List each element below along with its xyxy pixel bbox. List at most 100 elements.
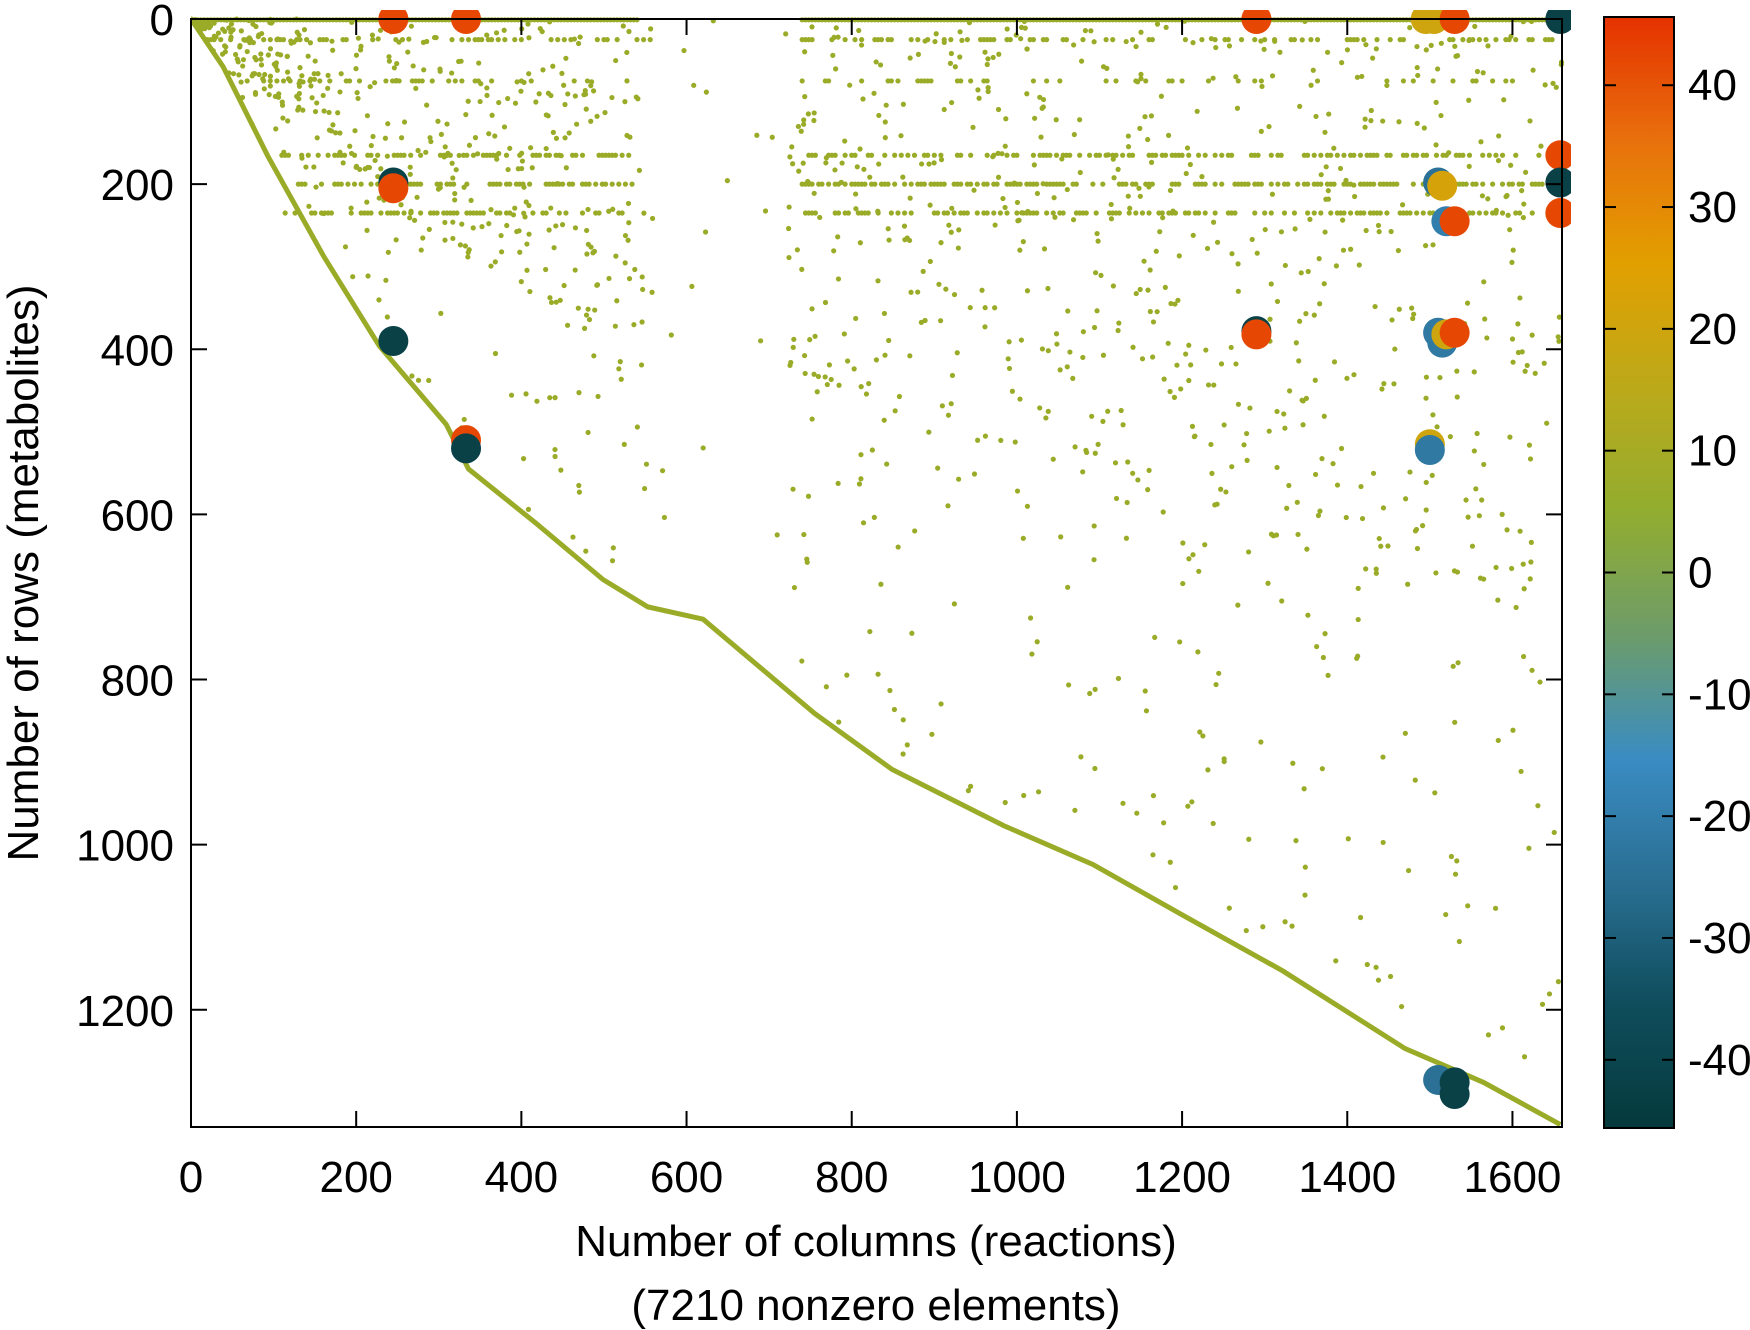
nonzero-point bbox=[1266, 123, 1272, 130]
nonzero-point bbox=[1134, 810, 1140, 816]
nonzero-point bbox=[1472, 23, 1478, 29]
nonzero-point bbox=[1241, 442, 1247, 448]
y-tick-label: 600 bbox=[101, 491, 174, 540]
nonzero-point bbox=[1113, 78, 1119, 84]
nonzero-point bbox=[583, 106, 589, 112]
nonzero-point bbox=[817, 214, 823, 221]
nonzero-point bbox=[1476, 210, 1483, 216]
nonzero-point bbox=[459, 221, 465, 227]
nonzero-point bbox=[1526, 845, 1532, 851]
nonzero-point bbox=[1364, 961, 1370, 968]
nonzero-point bbox=[1278, 229, 1285, 235]
nonzero-point bbox=[240, 57, 247, 63]
nonzero-point bbox=[1235, 288, 1241, 294]
nonzero-point bbox=[982, 305, 988, 311]
nonzero-point bbox=[572, 267, 578, 273]
nonzero-point bbox=[1120, 152, 1126, 158]
nonzero-point bbox=[1294, 499, 1300, 505]
nonzero-point bbox=[1125, 193, 1131, 199]
nonzero-point bbox=[1313, 113, 1319, 120]
nonzero-point bbox=[802, 94, 808, 100]
nonzero-point bbox=[308, 76, 314, 82]
nonzero-point bbox=[1199, 37, 1205, 43]
nonzero-point bbox=[1054, 341, 1060, 347]
nonzero-point bbox=[368, 142, 374, 149]
nonzero-point bbox=[895, 544, 901, 550]
nonzero-point bbox=[307, 40, 314, 46]
nonzero-point bbox=[275, 36, 281, 42]
nonzero-point bbox=[1522, 368, 1528, 374]
nonzero-point bbox=[280, 78, 287, 84]
nonzero-point bbox=[285, 76, 292, 82]
nonzero-point bbox=[1404, 152, 1410, 158]
nonzero-point bbox=[702, 229, 709, 235]
nonzero-point bbox=[211, 20, 217, 26]
nonzero-point bbox=[1314, 78, 1321, 84]
nonzero-point bbox=[831, 34, 837, 40]
nonzero-point bbox=[1235, 78, 1241, 84]
nonzero-point bbox=[281, 149, 287, 155]
nonzero-point bbox=[540, 67, 546, 73]
nonzero-point bbox=[1229, 152, 1235, 158]
nonzero-point bbox=[1205, 767, 1211, 773]
nonzero-point bbox=[1221, 422, 1227, 428]
nonzero-point bbox=[1139, 356, 1146, 362]
nonzero-point bbox=[547, 395, 553, 401]
nonzero-point bbox=[543, 266, 549, 273]
nonzero-point bbox=[1485, 196, 1491, 202]
nonzero-point bbox=[1414, 43, 1420, 50]
nonzero-point bbox=[300, 107, 306, 113]
nonzero-point bbox=[1291, 210, 1298, 216]
nonzero-point bbox=[882, 352, 888, 358]
nonzero-point bbox=[1105, 408, 1111, 414]
nonzero-point bbox=[328, 210, 335, 216]
nonzero-point bbox=[1303, 311, 1309, 317]
nonzero-point bbox=[1438, 112, 1444, 119]
nonzero-point bbox=[1471, 369, 1477, 375]
nonzero-point bbox=[1509, 565, 1515, 572]
nonzero-point bbox=[1419, 523, 1426, 529]
nonzero-point bbox=[1067, 152, 1073, 158]
colorbar-tick-label: -20 bbox=[1688, 792, 1750, 841]
nonzero-point bbox=[1006, 339, 1012, 345]
nonzero-point bbox=[1205, 78, 1212, 84]
nonzero-point bbox=[1021, 792, 1027, 799]
nonzero-point bbox=[267, 37, 273, 43]
nonzero-point bbox=[1053, 117, 1059, 123]
nonzero-point bbox=[1223, 489, 1229, 495]
nonzero-point bbox=[1162, 152, 1169, 158]
nonzero-point bbox=[1000, 195, 1006, 202]
nonzero-point bbox=[1317, 301, 1323, 307]
nonzero-point bbox=[606, 275, 612, 282]
nonzero-point bbox=[1363, 42, 1369, 48]
nonzero-point bbox=[859, 37, 865, 43]
nonzero-point bbox=[437, 66, 443, 72]
nonzero-point bbox=[1403, 496, 1409, 502]
nonzero-point bbox=[1083, 447, 1089, 453]
nonzero-point bbox=[1553, 84, 1559, 90]
nonzero-point bbox=[1214, 239, 1221, 245]
nonzero-point bbox=[543, 210, 549, 216]
nonzero-point bbox=[1374, 37, 1380, 43]
nonzero-point bbox=[351, 181, 358, 187]
nonzero-point bbox=[1299, 397, 1305, 403]
nonzero-point bbox=[1362, 124, 1368, 130]
nonzero-point bbox=[1396, 119, 1402, 125]
nonzero-point bbox=[997, 210, 1003, 216]
nonzero-point bbox=[1127, 205, 1133, 211]
nonzero-point bbox=[1091, 39, 1097, 45]
nonzero-point bbox=[228, 34, 234, 40]
nonzero-point bbox=[1279, 598, 1285, 604]
nonzero-point bbox=[612, 323, 618, 329]
nonzero-point bbox=[409, 373, 415, 379]
nonzero-point bbox=[364, 113, 370, 119]
x-axis-label: Number of columns (reactions) bbox=[575, 1217, 1177, 1266]
nonzero-point bbox=[823, 155, 830, 161]
nonzero-point bbox=[320, 210, 327, 217]
nonzero-point bbox=[1326, 111, 1332, 117]
nonzero-point bbox=[423, 149, 429, 155]
nonzero-point bbox=[804, 559, 810, 565]
nonzero-point bbox=[1515, 349, 1522, 356]
nonzero-point bbox=[1476, 513, 1482, 519]
nonzero-point bbox=[1421, 125, 1427, 131]
